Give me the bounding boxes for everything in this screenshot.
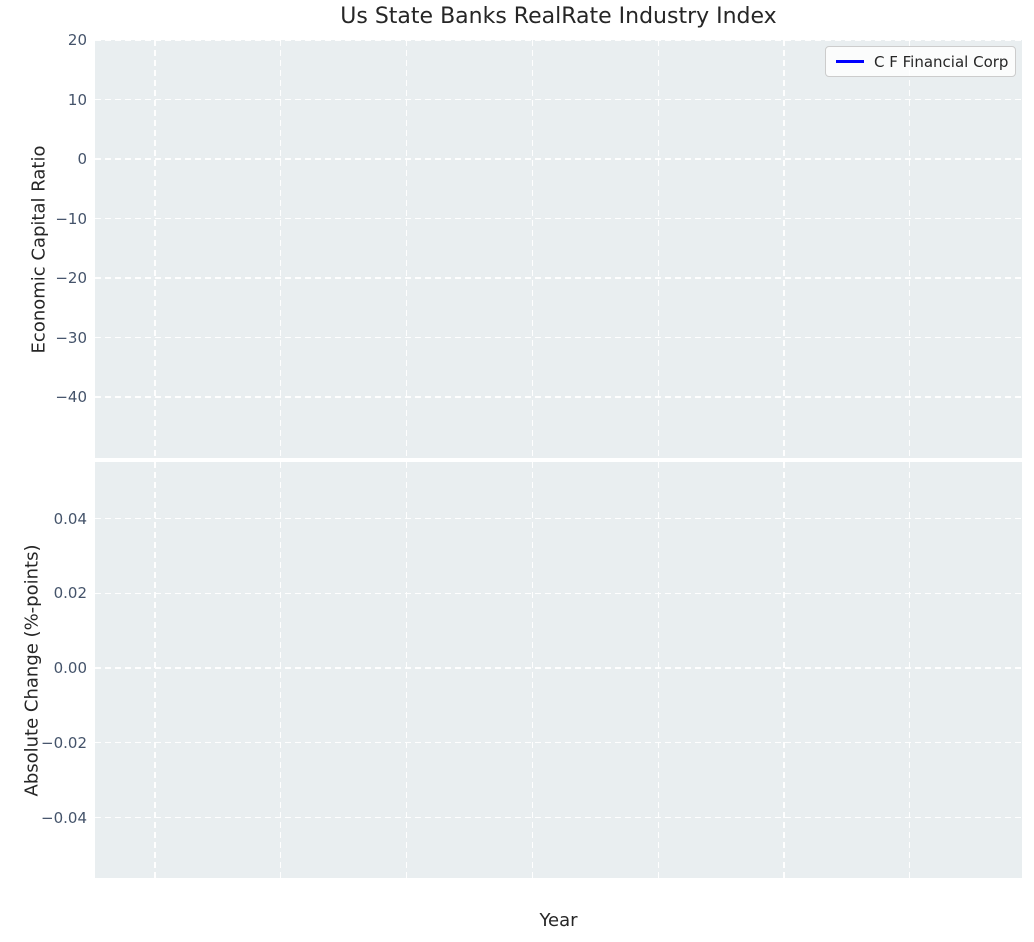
y-tick-label: 20 [67,31,87,49]
gridline-horizontal [95,158,1022,160]
legend-series-label: C F Financial Corp [874,52,1009,71]
gridline-horizontal [95,217,1022,220]
gridline-horizontal [95,816,1022,819]
y-tick-label: 0.02 [53,584,87,603]
top-y-axis-label: Economic Capital Ratio [28,145,50,354]
gridline-vertical [280,40,282,458]
gridline-vertical [405,40,408,458]
gridline-horizontal [95,517,1022,520]
y-tick-label: 0.04 [53,509,87,528]
gridline-vertical [783,40,785,458]
gridline-vertical [154,40,156,458]
y-tick-label: −20 [55,269,87,287]
gridline-vertical [909,40,911,458]
gridline-horizontal [95,667,1022,669]
chart-title: Us State Banks RealRate Industry Index [340,4,777,29]
gridline-vertical [657,40,659,458]
y-tick-label: −0.04 [41,808,87,827]
gridline-horizontal [95,742,1022,744]
gridline-vertical [909,462,911,878]
gridline-vertical [531,40,534,458]
gridline-horizontal [95,277,1022,279]
gridline-vertical [280,462,282,878]
top-plot-area [95,39,1022,458]
gridline-vertical [657,462,659,878]
x-axis-label: Year [539,910,578,931]
legend: C F Financial Corp [825,46,1016,77]
legend-line-swatch [836,60,864,63]
y-tick-label: 0.00 [53,659,87,677]
gridline-horizontal [95,98,1022,101]
gridline-vertical [531,462,534,878]
gridline-horizontal [95,39,1022,41]
y-tick-label: −10 [55,209,87,228]
y-tick-label: −30 [55,328,87,347]
gridline-horizontal [95,396,1022,398]
gridline-horizontal [95,336,1022,339]
gridline-vertical [405,462,408,878]
gridline-vertical [783,462,785,878]
y-tick-label: 10 [67,90,87,109]
gridline-horizontal [95,592,1022,594]
bottom-plot-area [95,462,1022,878]
gridline-vertical [154,462,156,878]
y-tick-label: −40 [55,388,87,406]
y-tick-label: −0.02 [41,733,87,752]
y-tick-label: 0 [77,150,87,168]
